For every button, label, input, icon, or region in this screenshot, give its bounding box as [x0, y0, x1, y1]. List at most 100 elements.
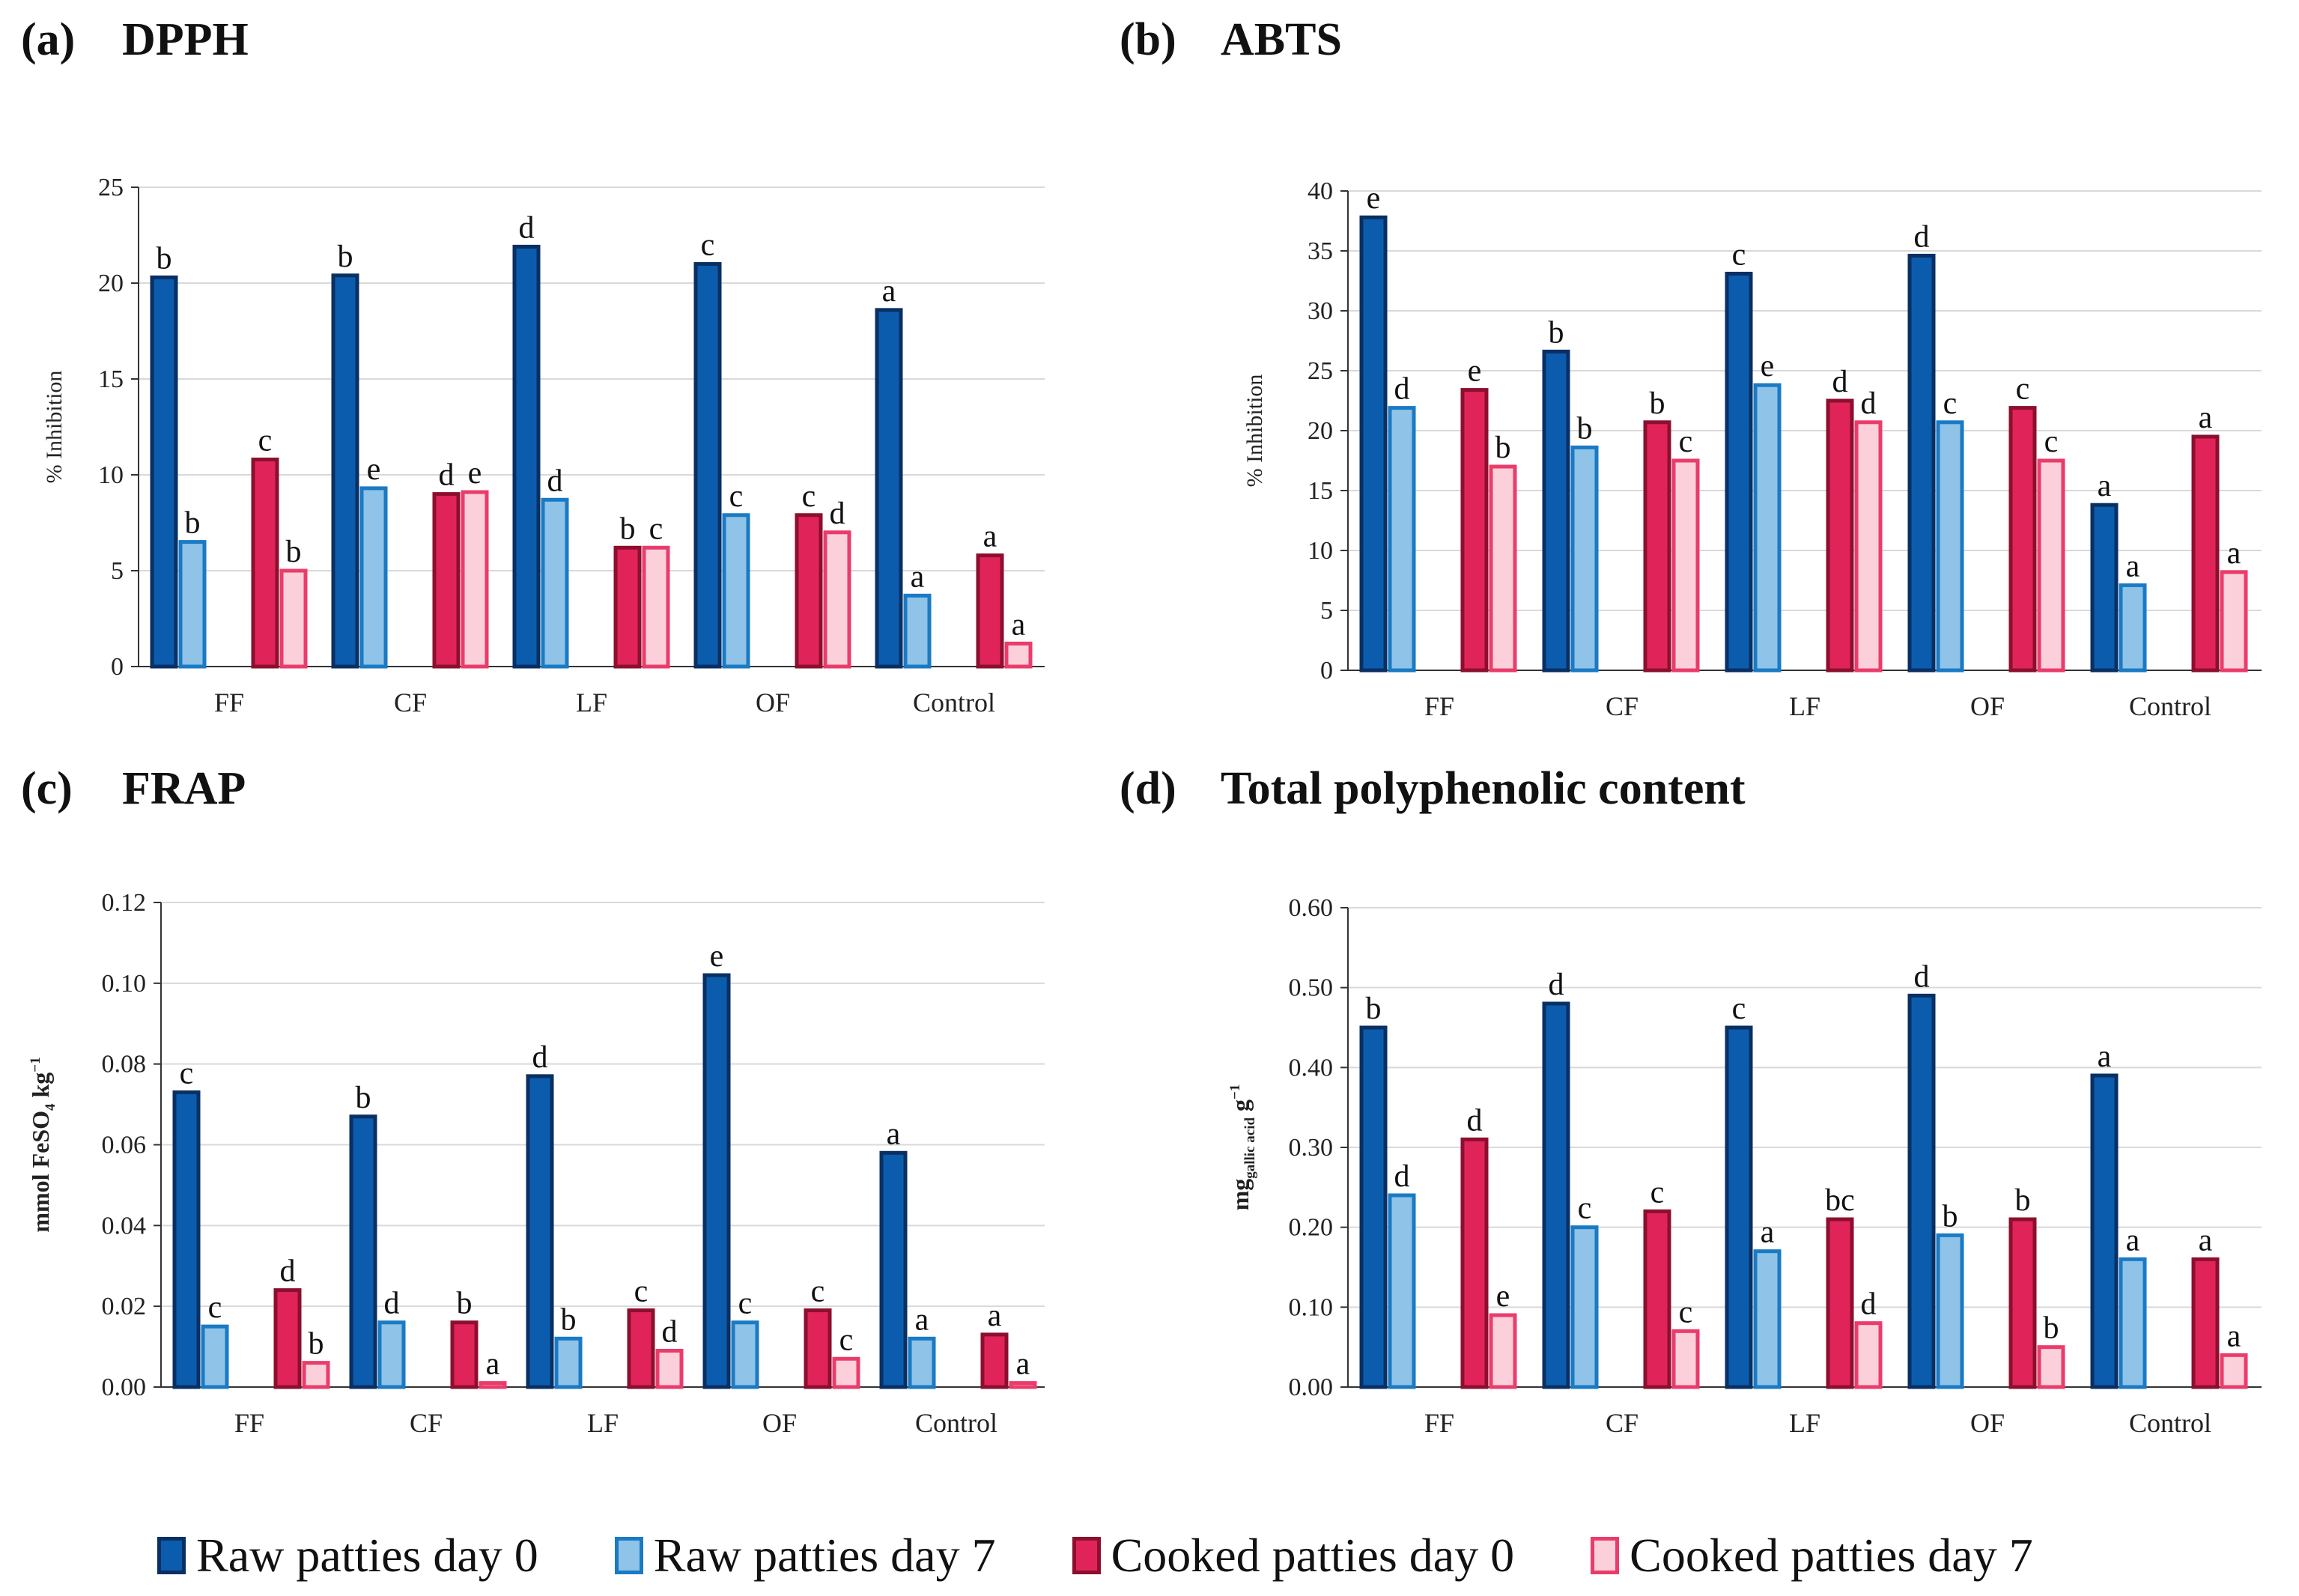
bar-significance-label: c: [738, 1287, 753, 1321]
y-tick-label: 10: [1308, 537, 1333, 565]
x-category-label: OF: [756, 688, 790, 717]
bar-significance-label: d: [1394, 1159, 1410, 1194]
bar: [1671, 1329, 1700, 1389]
bar-significance-label: b: [1943, 1199, 1958, 1234]
bar: [2090, 1073, 2119, 1389]
bar-significance-label: a: [486, 1347, 500, 1382]
bar: [526, 1074, 554, 1389]
bar: [2191, 1257, 2220, 1389]
bar: [2090, 503, 2119, 673]
bar-significance-label: a: [988, 1299, 1002, 1333]
bar-significance-label: d: [1861, 386, 1877, 421]
bar-significance-label: c: [701, 228, 715, 262]
bar-significance-label: c: [1578, 1192, 1592, 1226]
bar: [655, 1348, 684, 1389]
y-tick-label: 0.30: [1289, 1134, 1334, 1162]
bar-significance-label: b: [2044, 1311, 2059, 1346]
bar-significance-label: d: [384, 1287, 400, 1321]
bar: [1826, 398, 1854, 673]
y-tick-label: 5: [111, 557, 124, 585]
y-tick-label: 0.08: [102, 1051, 147, 1078]
panel-a-letter: (a): [21, 14, 76, 65]
panel-a-title: (a) DPPH: [21, 13, 249, 67]
bar: [908, 1336, 936, 1389]
bar-significance-label: d: [662, 1314, 678, 1349]
bar: [1854, 1321, 1883, 1389]
y-tick-label: 35: [1308, 237, 1333, 265]
bar-significance-label: c: [1679, 425, 1693, 459]
bar-significance-label: d: [1914, 219, 1930, 254]
x-category-label: CF: [1606, 1408, 1639, 1438]
y-tick-label: 0.10: [102, 970, 147, 998]
bar: [1460, 1137, 1489, 1389]
bar-significance-label: b: [2015, 1183, 2031, 1218]
legend-item-cooked-day0: Cooked patties day 0: [1072, 1528, 1514, 1583]
legend-item-cooked-day7: Cooked patties day 7: [1591, 1528, 2033, 1583]
bar-significance-label: b: [157, 241, 172, 276]
bar: [279, 568, 308, 669]
y-tick-label: 0.12: [102, 889, 147, 917]
bar: [722, 513, 750, 669]
bar-significance-label: bc: [1825, 1183, 1855, 1218]
bar-significance-label: c: [258, 424, 273, 458]
y-tick-label: 0.50: [1289, 974, 1334, 1002]
bar-significance-label: b: [338, 240, 353, 274]
bar: [693, 261, 722, 669]
polyphenol-chart: 0.00 0.10 0.20 0.30 0.40 0.50 0.60 mggallic aci…: [1227, 894, 2262, 1438]
y-tick-label: 25: [1308, 357, 1333, 385]
bar: [479, 1381, 507, 1389]
bar-significance-label: e: [1496, 1279, 1510, 1314]
y-tick-label: 30: [1308, 297, 1333, 325]
legend-label-raw-day0: Raw patties day 0: [196, 1529, 538, 1582]
bar: [1570, 1225, 1599, 1389]
bar: [331, 273, 359, 669]
bar: [349, 1114, 377, 1389]
bar: [903, 593, 932, 669]
y-tick-label: 0.00: [102, 1374, 147, 1401]
bar-significance-label: d: [439, 458, 455, 493]
y-tick-label: 0.02: [102, 1293, 147, 1320]
x-category-label: LF: [576, 688, 607, 717]
y-tick-label: 0.60: [1289, 894, 1334, 922]
legend-swatch-raw-day0: [157, 1537, 186, 1574]
x-category-label: Control: [2129, 691, 2211, 721]
bar-significance-label: d: [830, 497, 845, 531]
bar-significance-label: c: [1679, 1295, 1693, 1329]
y-tick-label: 40: [1308, 177, 1333, 205]
y-tick-label: 0: [111, 653, 124, 681]
y-tick-label: 20: [1308, 417, 1333, 445]
bar-significance-label: d: [280, 1254, 296, 1289]
legend-label-cooked-day7: Cooked patties day 7: [1630, 1529, 2033, 1582]
bar-significance-label: a: [983, 520, 997, 554]
bar-significance-label: a: [2126, 1223, 2140, 1257]
y-tick-label: 25: [98, 174, 124, 201]
bar: [1907, 993, 1936, 1389]
bar: [1388, 1193, 1416, 1389]
x-category-label: CF: [394, 688, 427, 717]
bar: [980, 1332, 1009, 1389]
bar: [1542, 1001, 1570, 1389]
bar-significance-label: e: [1761, 349, 1775, 383]
bar: [1725, 271, 1753, 673]
bar: [1671, 458, 1700, 673]
bar: [731, 1320, 759, 1389]
x-category-label: LF: [1789, 691, 1820, 721]
bar: [1489, 464, 1517, 673]
bar-significance-label: b: [286, 535, 302, 569]
bar-significance-label: a: [1016, 1347, 1030, 1382]
y-tick-label: 0.04: [102, 1212, 147, 1240]
x-category-label: OF: [762, 1408, 797, 1438]
bar-significance-label: e: [1468, 354, 1482, 389]
panel-b-letter: (b): [1120, 14, 1176, 65]
bar: [2037, 1345, 2065, 1389]
bar: [976, 553, 1004, 669]
bar: [1359, 1025, 1388, 1389]
bar-significance-label: b: [457, 1287, 473, 1321]
panel-a-name: DPPH: [122, 14, 249, 65]
bar: [702, 973, 731, 1389]
x-category-label: FF: [214, 688, 244, 717]
bar: [2119, 1257, 2147, 1389]
bar-significance-label: a: [2126, 549, 2140, 583]
y-tick-label: 0.00: [1289, 1374, 1334, 1401]
